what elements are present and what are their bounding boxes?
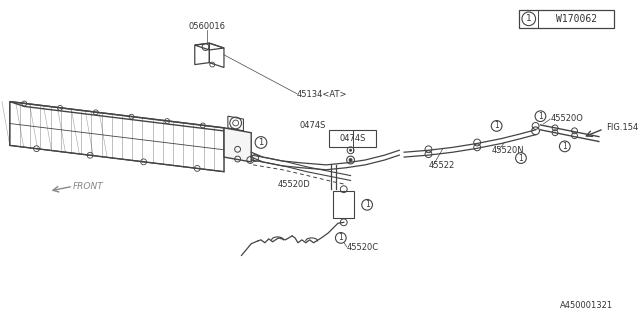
Circle shape [535, 111, 546, 122]
Text: 1: 1 [563, 142, 567, 151]
Circle shape [516, 153, 526, 164]
Text: 1: 1 [518, 154, 524, 163]
Circle shape [255, 137, 267, 148]
Text: 1: 1 [538, 112, 543, 121]
Text: 0474S: 0474S [300, 121, 326, 130]
Text: 45520O: 45520O [550, 114, 583, 123]
Text: 1: 1 [339, 233, 343, 243]
Text: 1: 1 [494, 121, 499, 131]
Text: 1: 1 [365, 200, 369, 209]
Text: W170062: W170062 [556, 14, 597, 24]
Text: 0474S: 0474S [339, 134, 365, 143]
Bar [333, 191, 355, 219]
Text: FRONT: FRONT [73, 182, 104, 191]
Text: 0560016: 0560016 [189, 21, 226, 30]
Circle shape [559, 141, 570, 152]
Text: A450001321: A450001321 [561, 301, 614, 310]
Bar [519, 10, 614, 28]
Text: 45522: 45522 [428, 161, 454, 170]
Polygon shape [224, 128, 252, 162]
Text: FIG.154: FIG.154 [605, 124, 638, 132]
Circle shape [349, 149, 352, 152]
Circle shape [492, 121, 502, 131]
Text: 45134<AT>: 45134<AT> [297, 90, 348, 99]
Circle shape [335, 233, 346, 243]
Bar [329, 130, 376, 147]
Circle shape [349, 158, 353, 162]
Text: 1: 1 [259, 138, 264, 147]
Text: 45520D: 45520D [278, 180, 310, 189]
Circle shape [362, 199, 372, 210]
Circle shape [522, 12, 536, 26]
Text: 1: 1 [526, 14, 532, 23]
Text: 45520N: 45520N [492, 146, 524, 155]
Text: 45520C: 45520C [347, 243, 379, 252]
